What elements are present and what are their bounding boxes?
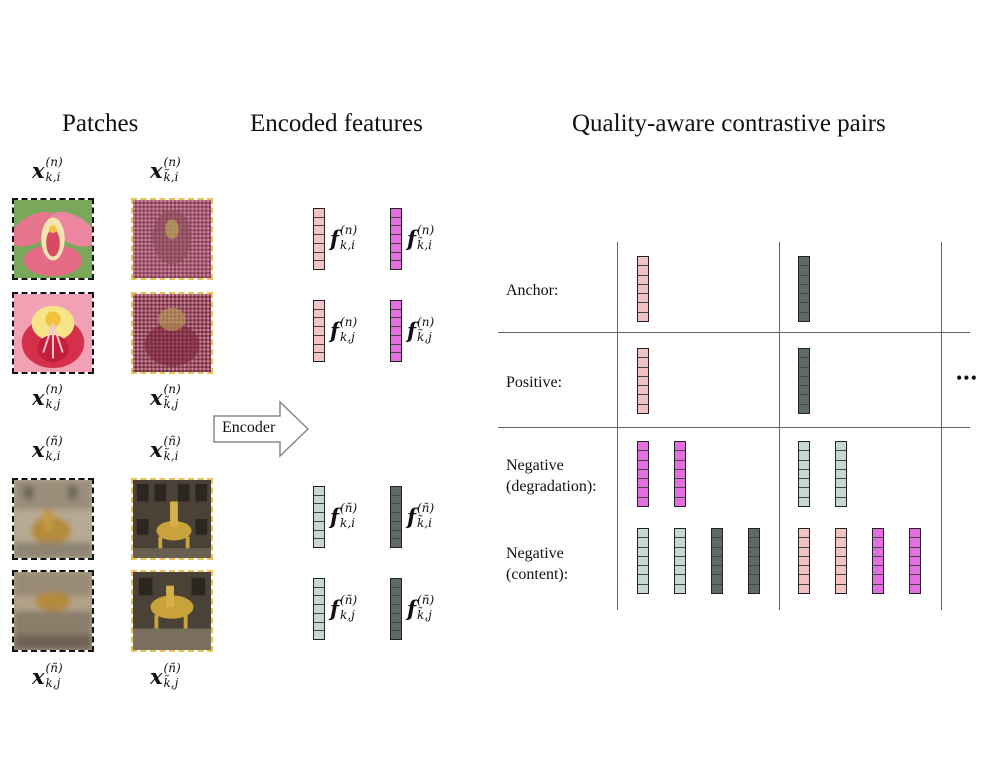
feature-bar-lightgray bbox=[313, 486, 325, 548]
feature-label: f (ñ) k,i bbox=[330, 501, 358, 530]
patch-label: x (ñ) k,i bbox=[32, 434, 63, 463]
row-label-anchor: Anchor: bbox=[506, 282, 559, 299]
ellipsis: ••• bbox=[956, 368, 978, 388]
patch-label: x (n) k,i bbox=[32, 155, 63, 184]
negative-content-bar bbox=[711, 528, 723, 594]
negative-content-bar bbox=[798, 528, 810, 594]
grid-divider bbox=[941, 242, 942, 610]
feature-bar-darkgray bbox=[390, 578, 402, 640]
negative-content-bar bbox=[872, 528, 884, 594]
negative-content-bar bbox=[637, 528, 649, 594]
row-label-negative-content: Negative bbox=[506, 545, 564, 562]
patch-label: x (ñ) k̃,j bbox=[150, 661, 181, 690]
statue-patch-blurred-i bbox=[12, 478, 94, 560]
feature-label: f (ñ) k̃,i bbox=[407, 501, 435, 530]
grid-divider bbox=[617, 242, 618, 610]
feature-bar-magenta bbox=[390, 208, 402, 270]
feature-bar-magenta bbox=[390, 300, 402, 362]
patches-title: Patches bbox=[62, 110, 139, 137]
feature-label: f (n) k,j bbox=[330, 315, 358, 344]
patch-label: x (ñ) k̃,i bbox=[150, 434, 181, 463]
negative-content-bar bbox=[674, 528, 686, 594]
flower-patch-clean-i bbox=[12, 198, 94, 280]
patch-label: x (n) k,j bbox=[32, 382, 63, 411]
row-label-negative-degradation: Negative bbox=[506, 457, 564, 474]
flower-patch-degraded-j bbox=[131, 292, 213, 374]
row-label-positive: Positive: bbox=[506, 374, 563, 391]
statue-patch-blurred-j bbox=[12, 570, 94, 652]
patch-label: x (n) k̃,i bbox=[150, 155, 181, 184]
anchor-bar bbox=[637, 256, 649, 322]
feature-bar-darkgray bbox=[390, 486, 402, 548]
feature-bar-lightgray bbox=[313, 578, 325, 640]
anchor-bar bbox=[798, 256, 810, 322]
encoder-arrow-icon bbox=[213, 400, 310, 458]
negative-content-bar bbox=[748, 528, 760, 594]
encoder-label: Encoder bbox=[222, 419, 276, 436]
grid-divider bbox=[498, 332, 970, 333]
negative-degradation-bar bbox=[637, 441, 649, 507]
feature-label: f (n) k̃,i bbox=[407, 223, 435, 252]
statue-patch-sharp-i bbox=[131, 478, 213, 560]
negative-content-bar bbox=[835, 528, 847, 594]
positive-bar bbox=[798, 348, 810, 414]
contrastive-pairs-title: Quality-aware contrastive pairs bbox=[572, 110, 886, 137]
negative-content-bar bbox=[909, 528, 921, 594]
feature-bar-pink bbox=[313, 300, 325, 362]
patch-label: x (ñ) k,j bbox=[32, 661, 63, 690]
statue-patch-sharp-j bbox=[131, 570, 213, 652]
patch-label: x (n) k̃,j bbox=[150, 382, 181, 411]
encoded-features-title: Encoded features bbox=[250, 110, 423, 137]
grid-divider bbox=[498, 427, 970, 428]
flower-patch-degraded-i bbox=[131, 198, 213, 280]
negative-degradation-bar bbox=[674, 441, 686, 507]
grid-divider bbox=[779, 242, 780, 610]
negative-degradation-bar bbox=[835, 441, 847, 507]
feature-label: f (n) k,i bbox=[330, 223, 358, 252]
flower-patch-clean-j bbox=[12, 292, 94, 374]
negative-degradation-bar bbox=[798, 441, 810, 507]
row-label-negative-degradation-sub: (degradation): bbox=[506, 478, 597, 495]
feature-label: f (ñ) k̃,j bbox=[407, 593, 435, 622]
feature-bar-pink bbox=[313, 208, 325, 270]
feature-label: f (n) k̃,j bbox=[407, 315, 435, 344]
feature-label: f (ñ) k,j bbox=[330, 593, 358, 622]
positive-bar bbox=[637, 348, 649, 414]
row-label-negative-content-sub: (content): bbox=[506, 566, 569, 583]
